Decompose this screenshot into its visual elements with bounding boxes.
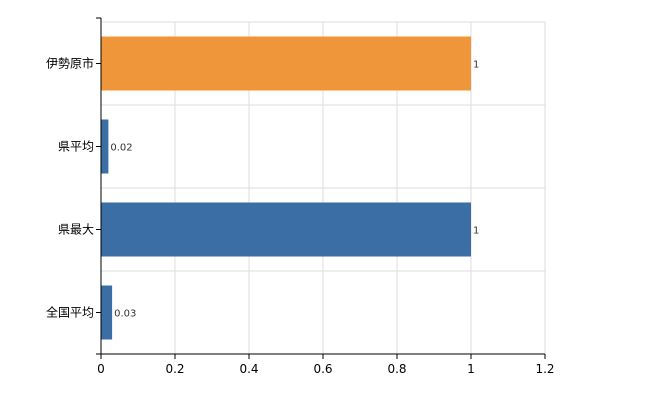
- bar-2: [101, 202, 471, 257]
- bars: [101, 36, 471, 340]
- bar-0: [101, 36, 471, 91]
- bar-value-label: 1: [473, 60, 479, 71]
- bar-value-label: 1: [473, 226, 479, 237]
- x-tick-label: 0.6: [313, 362, 332, 376]
- x-tick-label: 0: [97, 362, 105, 376]
- bar-1: [101, 119, 109, 174]
- x-tick-label: 0.8: [387, 362, 406, 376]
- bar-3: [101, 285, 113, 340]
- labels: 0 0.2 0.4 0.6 0.8 1 1.2 1 伊勢原市 0.02 県平均 1 県最大 0.03 全国平…: [46, 56, 555, 377]
- x-tick-label: 0.4: [239, 362, 258, 376]
- axes: [96, 17, 546, 359]
- x-tick-label: 0.2: [165, 362, 184, 376]
- bar-value-label: 0.02: [110, 143, 132, 154]
- category-label: 全国平均: [46, 305, 94, 320]
- category-label: 県平均: [58, 140, 94, 154]
- bar-value-label: 0.03: [114, 309, 136, 320]
- x-tick-label: 1.2: [535, 362, 554, 376]
- x-tick-label: 1: [467, 362, 475, 376]
- category-label: 伊勢原市: [46, 56, 94, 71]
- category-label: 県最大: [58, 223, 94, 237]
